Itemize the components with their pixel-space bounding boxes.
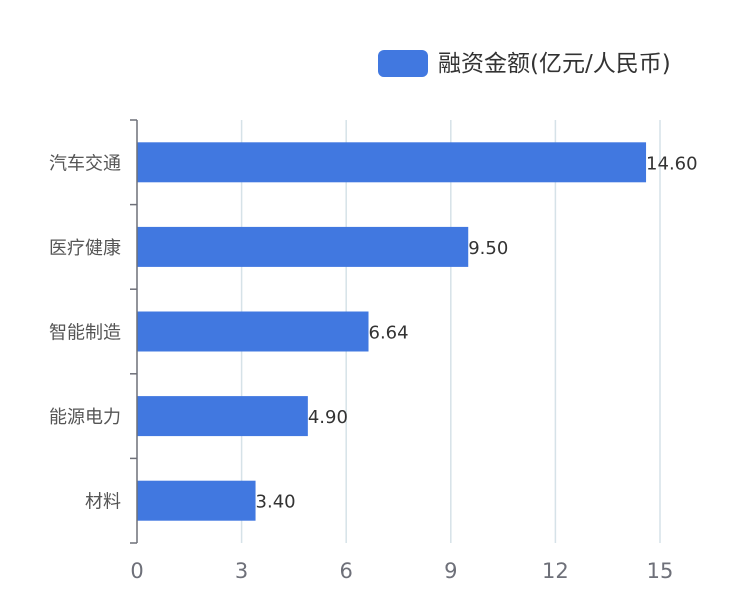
axes (130, 119, 138, 544)
bar[interactable] (137, 311, 369, 352)
category-label: 材料 (85, 492, 121, 513)
bars (137, 142, 647, 521)
labels: 0 3 6 9 12 15 汽车交通 14.60 医疗健康 9.50 智能制造 6.64 能源电力 4.9… (49, 153, 698, 583)
bar[interactable] (137, 142, 647, 183)
x-tick-label: 9 (444, 559, 457, 583)
value-label: 6.64 (369, 323, 409, 344)
value-label: 3.40 (256, 492, 296, 513)
category-label: 能源电力 (49, 407, 121, 428)
x-tick-label: 6 (340, 559, 353, 583)
category-label: 智能制造 (49, 323, 121, 344)
bar[interactable] (137, 396, 308, 437)
legend-swatch[interactable] (378, 50, 428, 77)
x-tick-label: 0 (130, 559, 143, 583)
value-label: 4.90 (308, 407, 348, 428)
x-tick-label: 12 (542, 559, 569, 583)
legend[interactable]: 融资金额(亿元/人民币) (378, 50, 671, 77)
grid-lines (240, 120, 661, 543)
x-tick-label: 3 (235, 559, 248, 583)
legend-label[interactable]: 融资金额(亿元/人民币) (438, 51, 671, 77)
category-label: 医疗健康 (49, 238, 121, 259)
value-label: 9.50 (468, 238, 508, 259)
value-label: 14.60 (646, 153, 698, 174)
category-label: 汽车交通 (49, 153, 121, 174)
x-tick-label: 15 (647, 559, 674, 583)
bar[interactable] (137, 480, 256, 521)
bar[interactable] (137, 226, 469, 267)
